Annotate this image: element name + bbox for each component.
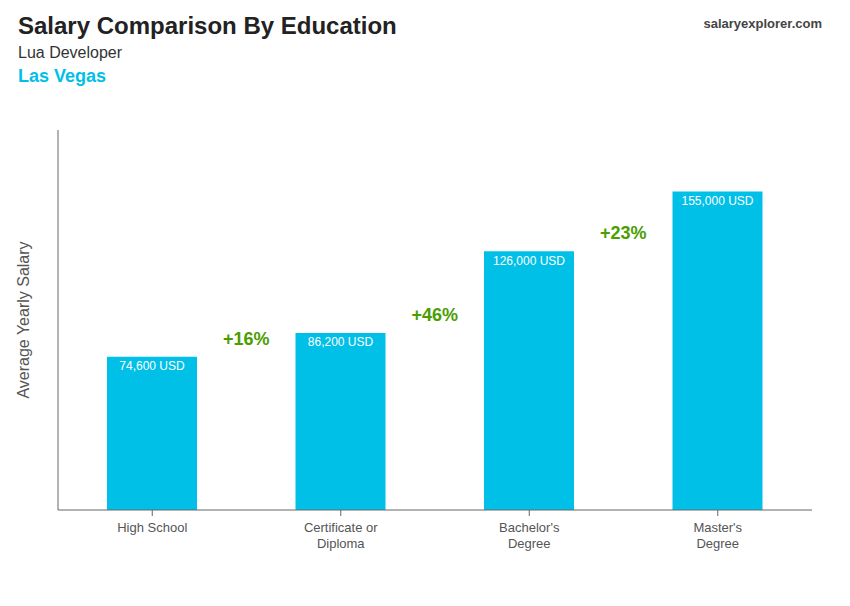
svg-text:Master'sDegree: Master'sDegree	[693, 520, 742, 551]
svg-text:Average Yearly Salary: Average Yearly Salary	[15, 241, 32, 398]
svg-text:+16%: +16%	[223, 329, 270, 349]
svg-text:+46%: +46%	[411, 305, 458, 325]
svg-text:126,000 USD: 126,000 USD	[493, 254, 565, 268]
svg-text:High School: High School	[117, 520, 187, 535]
svg-text:Bachelor'sDegree: Bachelor'sDegree	[499, 520, 560, 551]
svg-text:Certificate orDiploma: Certificate orDiploma	[304, 520, 378, 551]
svg-text:+23%: +23%	[600, 223, 647, 243]
html-text:salaryexplorer.com: salaryexplorer.com	[703, 16, 822, 31]
html-text:Salary Comparison By Education: Salary Comparison By Education	[18, 12, 397, 39]
html-text:Las Vegas: Las Vegas	[18, 66, 107, 86]
svg-text:74,600 USD: 74,600 USD	[119, 359, 185, 373]
svg-text:155,000 USD: 155,000 USD	[681, 194, 753, 208]
svg-text:86,200 USD: 86,200 USD	[308, 335, 374, 349]
html-text:Lua Developer: Lua Developer	[18, 44, 123, 61]
